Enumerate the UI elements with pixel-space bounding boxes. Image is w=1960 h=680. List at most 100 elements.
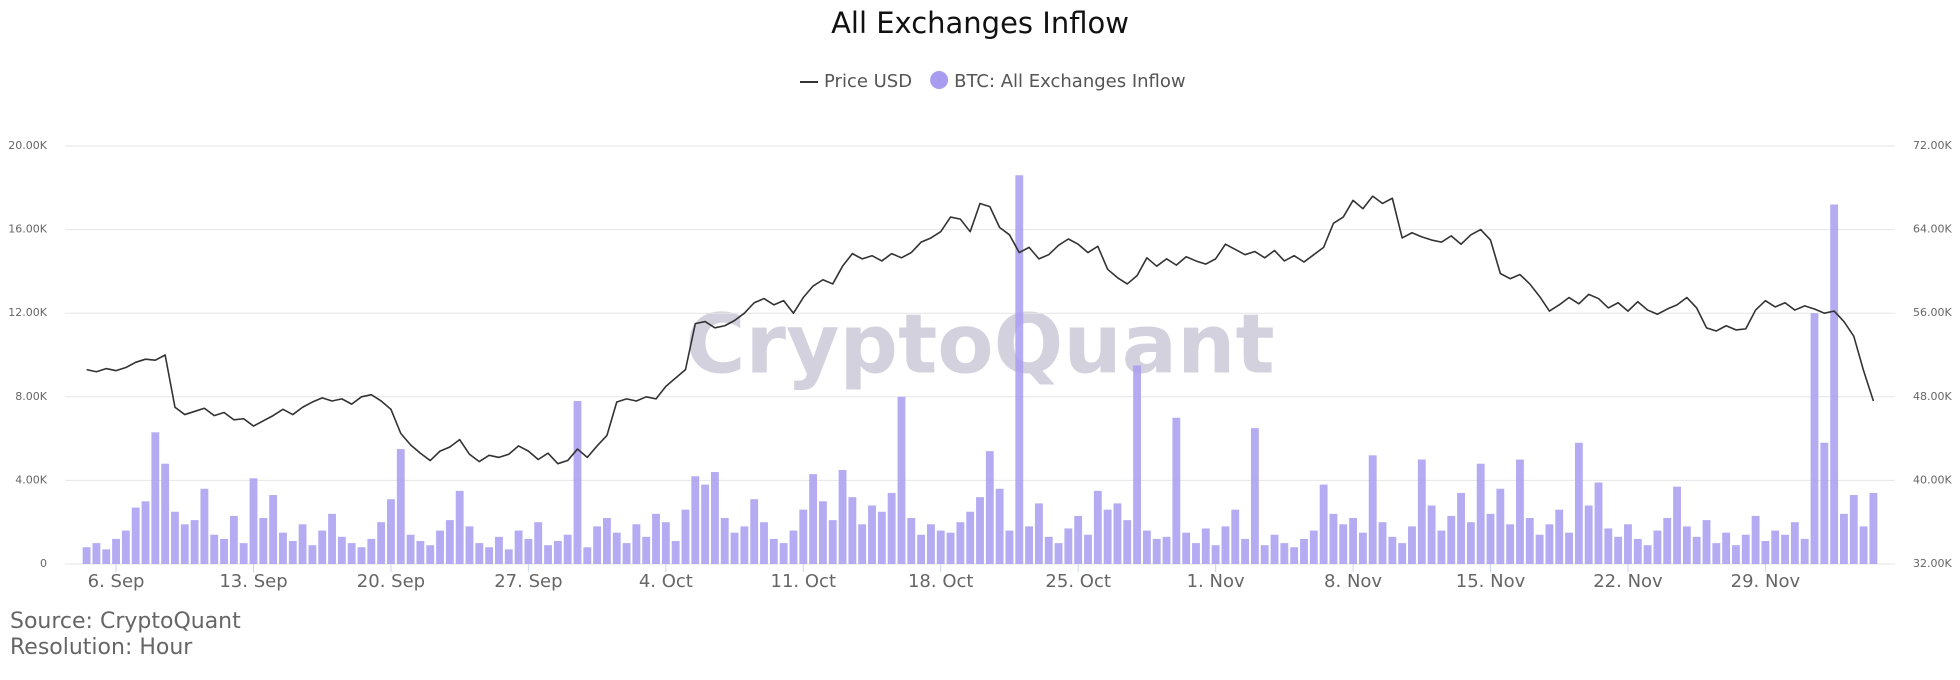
x-tick-label: 18. Oct <box>908 571 973 592</box>
inflow-bar <box>112 538 120 564</box>
inflow-bar <box>1771 530 1780 564</box>
x-tick-label: 22. Nov <box>1593 571 1663 592</box>
inflow-bar <box>946 532 955 564</box>
inflow-bar <box>387 499 395 564</box>
inflow-bar <box>1349 518 1357 564</box>
inflow-bar <box>838 469 847 564</box>
inflow-bar <box>710 472 719 564</box>
x-tick-label: 6. Sep <box>88 571 145 592</box>
inflow-bar <box>269 495 278 564</box>
inflow-bar <box>1044 536 1053 564</box>
inflow-bar <box>760 522 768 564</box>
inflow-bar <box>1849 495 1858 564</box>
legend-item[interactable]: Price USD <box>800 71 912 92</box>
y-tick-label: 8.00K <box>15 390 47 403</box>
inflow-bar <box>671 541 680 564</box>
inflow-bar <box>1741 534 1750 564</box>
x-tick-label: 1. Nov <box>1187 571 1245 592</box>
inflow-bar <box>1574 442 1583 564</box>
inflow-bar <box>612 532 621 564</box>
inflow-bar <box>1427 505 1436 564</box>
y-tick-label: 12.00K <box>8 306 47 319</box>
inflow-bar <box>583 547 592 564</box>
inflow-bar <box>1270 534 1279 564</box>
inflow-bar <box>1437 530 1446 564</box>
legend-label: Price USD <box>824 71 912 92</box>
inflow-bar <box>495 536 503 564</box>
y2-tick-label: 56.00K <box>1913 306 1952 319</box>
inflow-bar <box>1005 530 1014 564</box>
inflow-bar <box>1732 545 1740 564</box>
y-tick-label: 16.00K <box>8 223 47 236</box>
inflow-bar <box>1486 513 1495 564</box>
inflow-bar <box>1496 488 1505 564</box>
inflow-bar <box>858 524 867 564</box>
inflow-bar <box>1516 459 1524 564</box>
inflow-bar <box>828 520 837 564</box>
inflow-bar <box>1339 524 1348 564</box>
inflow-bar <box>1162 536 1171 564</box>
inflow-bar <box>396 449 405 564</box>
inflow-bar <box>475 543 484 564</box>
x-tick-label: 29. Nov <box>1731 571 1801 592</box>
x-tick-label: 11. Oct <box>771 571 836 592</box>
inflow-bar <box>652 513 660 564</box>
inflow-bar <box>1712 543 1721 564</box>
inflow-bar <box>1378 522 1387 564</box>
inflow-bar <box>190 520 199 564</box>
inflow-bar <box>121 530 130 564</box>
inflow-bar <box>1417 459 1426 564</box>
inflow-bar <box>1869 492 1878 564</box>
inflow-bar <box>1172 417 1181 564</box>
inflow-bar <box>1761 541 1770 564</box>
inflow-bar <box>1447 515 1456 564</box>
inflow-bar <box>171 511 179 564</box>
inflow-bar <box>642 536 651 564</box>
inflow-bar <box>210 534 219 564</box>
inflow-bar <box>593 526 602 564</box>
inflow-bar <box>1093 490 1102 564</box>
inflow-bar <box>907 518 916 564</box>
inflow-bar <box>1702 520 1711 564</box>
inflow-bar <box>1034 503 1043 564</box>
inflow-bar <box>1084 534 1092 564</box>
inflow-bar <box>661 522 670 564</box>
inflow-bar <box>524 538 533 564</box>
inflow-bar <box>1624 524 1632 564</box>
inflow-bar <box>131 507 140 564</box>
inflow-bar <box>1211 545 1220 564</box>
inflow-bar <box>740 526 749 564</box>
inflow-bar <box>985 451 994 564</box>
source-note: Source: CryptoQuant <box>10 609 241 634</box>
x-tick-label: 25. Oct <box>1045 571 1110 592</box>
inflow-bar <box>347 543 356 564</box>
inflow-bar <box>102 549 111 564</box>
inflow-bar <box>1319 484 1328 564</box>
inflow-bar <box>1182 532 1191 564</box>
inflow-bar <box>936 530 945 564</box>
resolution-note: Resolution: Hour <box>10 635 193 660</box>
inflow-bar <box>1555 509 1564 564</box>
price-line <box>86 195 1875 465</box>
inflow-bar <box>1201 528 1210 564</box>
inflow-bar <box>534 522 543 564</box>
inflow-bar <box>1388 536 1397 564</box>
inflow-bar <box>367 538 376 564</box>
inflow-bar <box>1840 513 1848 564</box>
inflow-bar <box>259 518 268 564</box>
inflow-bar <box>1525 518 1534 564</box>
inflow-bar <box>1584 505 1593 564</box>
inflow-bar <box>622 543 631 564</box>
inflow-bar <box>357 547 366 564</box>
inflow-bar <box>1800 538 1809 564</box>
inflow-bar <box>553 541 562 564</box>
legend-item[interactable]: BTC: All Exchanges Inflow <box>930 71 1186 92</box>
inflow-bar <box>995 488 1004 564</box>
inflow-bar <box>436 530 444 564</box>
inflow-bar <box>92 543 101 564</box>
inflow-bar <box>298 524 307 564</box>
inflow-bar <box>1329 513 1338 564</box>
inflow-bar <box>573 400 582 564</box>
inflow-bar <box>809 474 818 564</box>
inflow-bar <box>1250 428 1259 564</box>
